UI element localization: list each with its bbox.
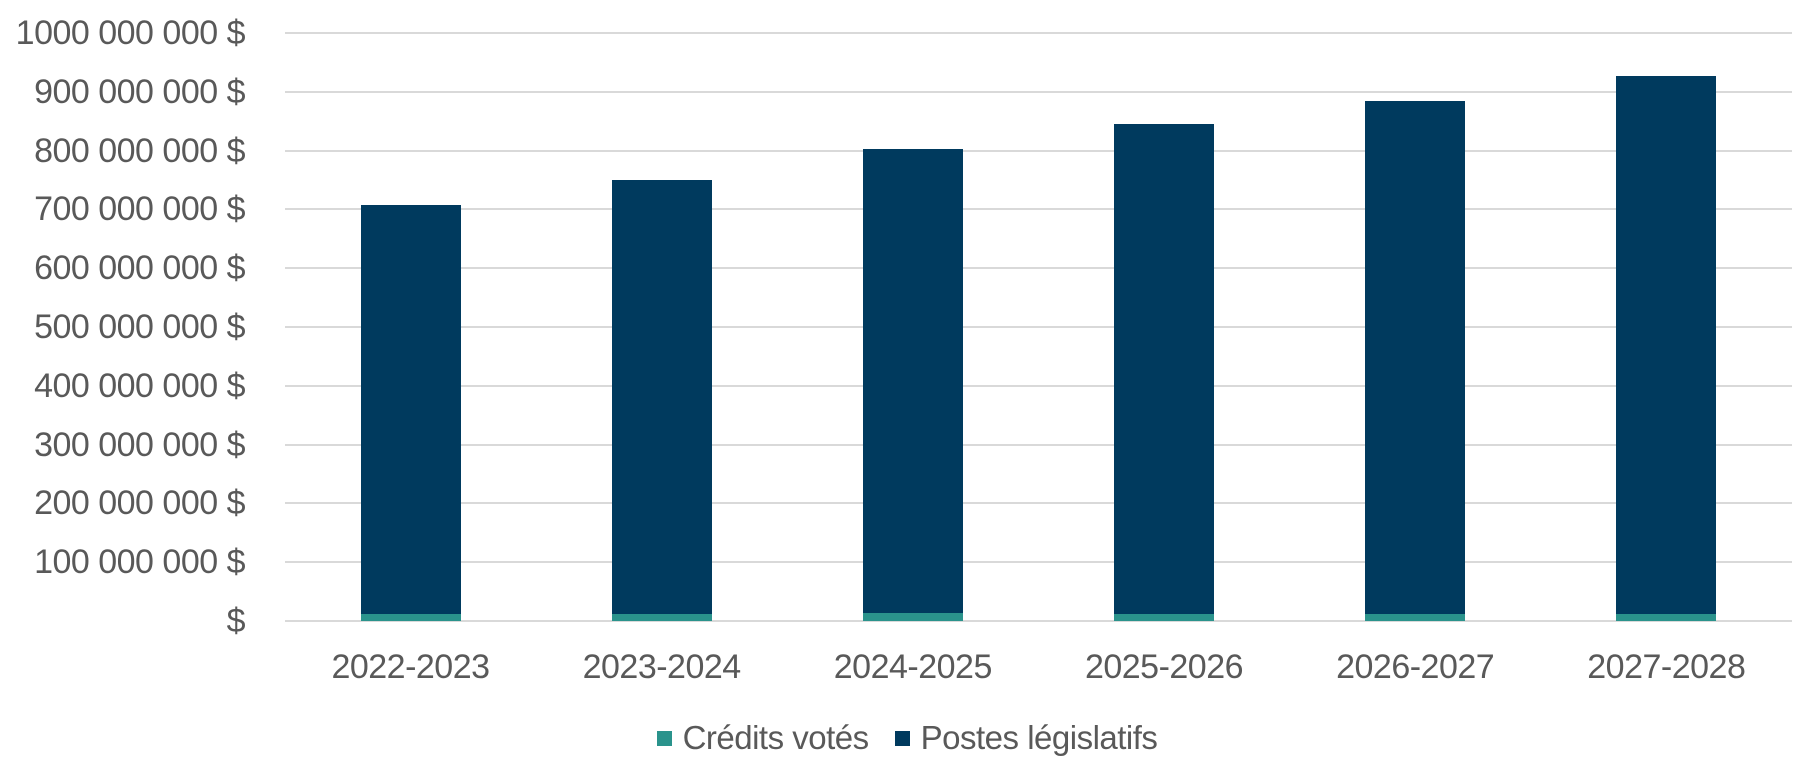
x-tick-label: 2026-2027 bbox=[1336, 648, 1495, 686]
y-tick-label: 900 000 000 $ bbox=[34, 72, 245, 111]
legend-swatch-icon bbox=[656, 730, 672, 746]
legend-label: Crédits votés bbox=[682, 719, 870, 756]
y-tick-label: 100 000 000 $ bbox=[34, 543, 245, 582]
y-tick-label: 500 000 000 $ bbox=[34, 308, 245, 346]
bar-segment-credits-votes bbox=[1616, 613, 1717, 621]
bar-segment-postes-legislatifs bbox=[360, 204, 461, 614]
bar-group-2023-2024 bbox=[611, 180, 712, 621]
bar-group-2025-2026 bbox=[1114, 124, 1215, 621]
bar-segment-credits-votes bbox=[1114, 613, 1215, 621]
plot-area bbox=[285, 32, 1792, 622]
bar-segment-credits-votes bbox=[360, 613, 461, 621]
y-tick-label: 700 000 000 $ bbox=[34, 190, 245, 229]
x-tick-label: 2023-2024 bbox=[582, 648, 742, 686]
bar-group-2027-2028 bbox=[1616, 75, 1717, 621]
y-tick-label: 200 000 000 $ bbox=[34, 484, 245, 523]
bar-segment-postes-legislatifs bbox=[1365, 101, 1466, 614]
gridline bbox=[285, 502, 1792, 505]
bar-group-2022-2023 bbox=[360, 204, 461, 621]
y-tick-label: 300 000 000 $ bbox=[34, 425, 245, 464]
legend-swatch-icon bbox=[894, 730, 910, 746]
bar-segment-credits-votes bbox=[1365, 613, 1466, 621]
gridline bbox=[285, 267, 1792, 270]
bar-segment-credits-votes bbox=[862, 612, 963, 621]
x-tick-label: 2025-2026 bbox=[1084, 648, 1244, 686]
gridline bbox=[285, 620, 1792, 622]
y-tick-label: 600 000 000 $ bbox=[34, 249, 245, 288]
legend-label: Postes législatifs bbox=[920, 719, 1158, 756]
bar-segment-credits-votes bbox=[611, 613, 712, 621]
legend-item: Crédits votés bbox=[656, 718, 870, 758]
y-tick-label: 400 000 000 $ bbox=[34, 366, 245, 405]
bar-segment-postes-legislatifs bbox=[1114, 124, 1215, 614]
y-tick-label: 1000 000 000 $ bbox=[15, 14, 246, 52]
y-tick-label: 800 000 000 $ bbox=[34, 131, 245, 170]
legend-item: Postes législatifs bbox=[894, 718, 1158, 758]
bar-group-2026-2027 bbox=[1365, 101, 1466, 621]
gridline bbox=[285, 326, 1792, 328]
gridline bbox=[285, 90, 1792, 93]
x-tick-label: 2024-2025 bbox=[833, 648, 993, 686]
x-tick-label: 2022-2023 bbox=[331, 648, 490, 686]
gridline bbox=[285, 443, 1792, 446]
gridline bbox=[285, 384, 1792, 387]
bar-segment-postes-legislatifs bbox=[862, 148, 963, 613]
bar-segment-postes-legislatifs bbox=[611, 180, 712, 614]
gridline bbox=[285, 208, 1792, 211]
y-axis: $100 000 000 $ 200 000 000 $ 300 000 000 $… bbox=[0, 0, 246, 776]
legend: Crédits votés Postes législatifs bbox=[0, 718, 1814, 758]
gridline bbox=[285, 561, 1792, 564]
bar-segment-postes-legislatifs bbox=[1616, 75, 1717, 614]
y-tick-label: $ bbox=[226, 602, 246, 640]
x-tick-label: 2027-2028 bbox=[1587, 648, 1746, 686]
gridline bbox=[285, 32, 1792, 34]
gridline bbox=[285, 149, 1792, 152]
x-axis: 2022-2023 2023-2024 2024-2025 2025-2026 2026… bbox=[0, 645, 1814, 689]
bar-group-2024-2025 bbox=[862, 148, 963, 621]
